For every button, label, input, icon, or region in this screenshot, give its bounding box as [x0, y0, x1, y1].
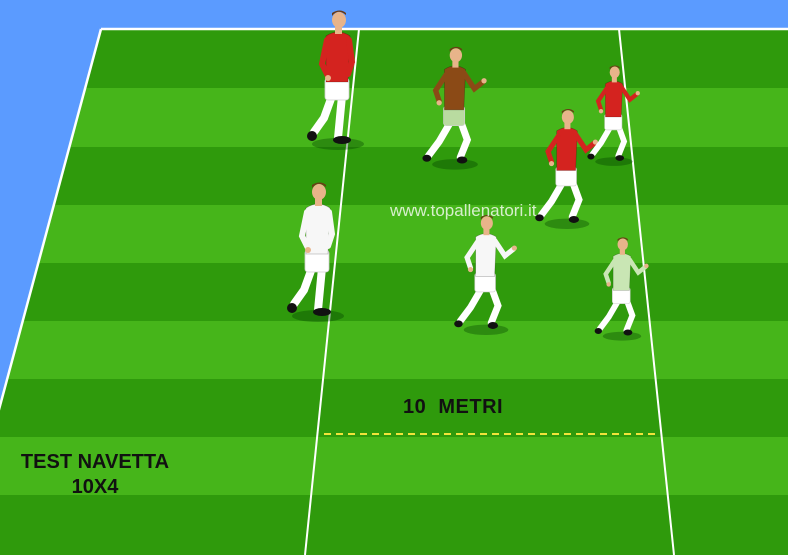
distance-label: 10 METRI	[403, 396, 504, 418]
player-4	[587, 65, 640, 166]
player-2	[422, 46, 487, 170]
start-line	[304, 28, 360, 555]
turn-line	[618, 28, 675, 555]
test-title: TEST NAVETTA 10X4	[10, 450, 180, 500]
left-touchline	[0, 28, 103, 411]
player-3	[535, 108, 598, 229]
watermark-text: www.topallenatori.it	[390, 201, 537, 220]
players-group	[287, 10, 649, 341]
player-1	[307, 10, 364, 150]
player-6	[454, 214, 517, 335]
test-title-line-1: TEST NAVETTA	[20, 451, 170, 473]
player-7	[594, 237, 649, 341]
player-5	[287, 182, 344, 322]
test-title-line-2: 10X4	[71, 476, 119, 498]
grass-stripes	[0, 29, 788, 555]
